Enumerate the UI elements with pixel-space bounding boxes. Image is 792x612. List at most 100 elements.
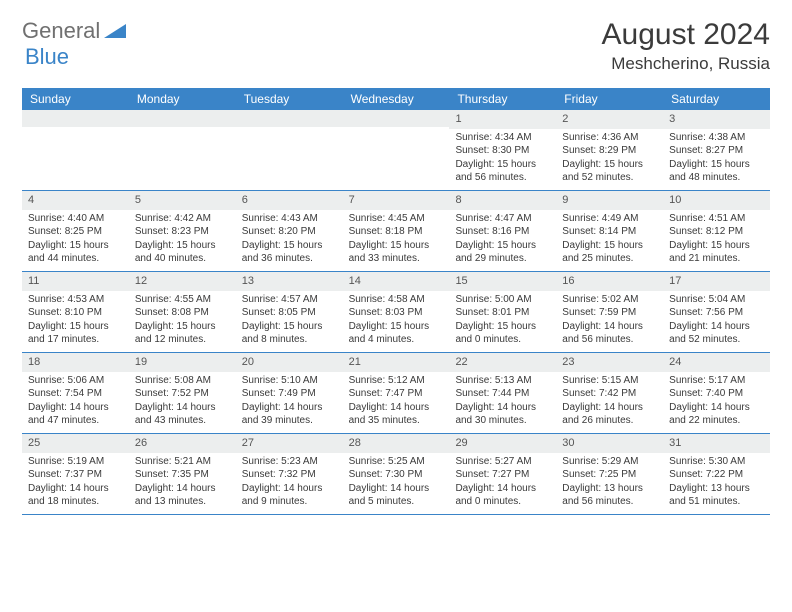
sunrise: Sunrise: 5:00 AM xyxy=(455,293,550,307)
day-number: 1 xyxy=(449,110,556,129)
day-body: Sunrise: 5:25 AMSunset: 7:30 PMDaylight:… xyxy=(343,453,450,513)
day-cell: 7Sunrise: 4:45 AMSunset: 8:18 PMDaylight… xyxy=(343,191,450,271)
sunrise: Sunrise: 4:47 AM xyxy=(455,212,550,226)
sunset: Sunset: 7:52 PM xyxy=(135,387,230,401)
day-number: 15 xyxy=(449,272,556,291)
day-cell: 21Sunrise: 5:12 AMSunset: 7:47 PMDayligh… xyxy=(343,353,450,433)
day-cell xyxy=(343,110,450,190)
day-cell: 25 Sunrise: 5:19 AMSunset: 7:37 PMDayligh… xyxy=(22,434,129,514)
day-cell xyxy=(129,110,236,190)
day-cell: 17Sunrise: 5:04 AMSunset: 7:56 PMDayligh… xyxy=(663,272,770,352)
day-body: Sunrise: 5:17 AMSunset: 7:40 PMDaylight:… xyxy=(663,372,770,432)
daylight: Daylight: 14 hours and 43 minutes. xyxy=(135,401,230,428)
day-body: Sunrise: 4:53 AMSunset: 8:10 PMDaylight:… xyxy=(22,291,129,351)
daylight: Daylight: 14 hours and 39 minutes. xyxy=(242,401,337,428)
day-cell: 31Sunrise: 5:30 AMSunset: 7:22 PMDayligh… xyxy=(663,434,770,514)
day-cell: 19Sunrise: 5:08 AMSunset: 7:52 PMDayligh… xyxy=(129,353,236,433)
sunset: Sunset: 7:49 PM xyxy=(242,387,337,401)
day-body: Sunrise: 4:34 AMSunset: 8:30 PMDaylight:… xyxy=(449,129,556,189)
day-body: Sunrise: 4:45 AMSunset: 8:18 PMDaylight:… xyxy=(343,210,450,270)
day-body: Sunrise: 5:10 AMSunset: 7:49 PMDaylight:… xyxy=(236,372,343,432)
day-body: Sunrise: 5:04 AMSunset: 7:56 PMDaylight:… xyxy=(663,291,770,351)
dow-thursday: Thursday xyxy=(449,88,556,110)
sunrise: Sunrise: 4:55 AM xyxy=(135,293,230,307)
day-cell: 5Sunrise: 4:42 AMSunset: 8:23 PMDaylight… xyxy=(129,191,236,271)
day-cell: 26Sunrise: 5:21 AMSunset: 7:35 PMDayligh… xyxy=(129,434,236,514)
day-number: 12 xyxy=(129,272,236,291)
sunrise: Sunrise: 5:02 AM xyxy=(562,293,657,307)
logo-blue-row: Blue xyxy=(25,44,69,70)
day-number: 13 xyxy=(236,272,343,291)
dow-tuesday: Tuesday xyxy=(236,88,343,110)
sunset: Sunset: 8:29 PM xyxy=(562,144,657,158)
sunrise: Sunrise: 4:42 AM xyxy=(135,212,230,226)
daylight: Daylight: 15 hours and 29 minutes. xyxy=(455,239,550,266)
day-cell: 13Sunrise: 4:57 AMSunset: 8:05 PMDayligh… xyxy=(236,272,343,352)
sunrise: Sunrise: 4:53 AM xyxy=(28,293,123,307)
day-cell: 10Sunrise: 4:51 AMSunset: 8:12 PMDayligh… xyxy=(663,191,770,271)
sunset: Sunset: 7:59 PM xyxy=(562,306,657,320)
sunrise: Sunrise: 5:30 AM xyxy=(669,455,764,469)
sunrise: Sunrise: 5:04 AM xyxy=(669,293,764,307)
week-row: 11Sunrise: 4:53 AMSunset: 8:10 PMDayligh… xyxy=(22,272,770,353)
daylight: Daylight: 14 hours and 0 minutes. xyxy=(455,482,550,509)
day-number: 5 xyxy=(129,191,236,210)
day-number: 31 xyxy=(663,434,770,453)
day-number xyxy=(129,110,236,127)
day-number: 10 xyxy=(663,191,770,210)
day-number: 11 xyxy=(22,272,129,291)
sunset: Sunset: 7:22 PM xyxy=(669,468,764,482)
daylight: Daylight: 14 hours and 26 minutes. xyxy=(562,401,657,428)
daylight: Daylight: 14 hours and 35 minutes. xyxy=(349,401,444,428)
day-of-week-header: Sunday Monday Tuesday Wednesday Thursday… xyxy=(22,88,770,110)
day-body: Sunrise: 4:36 AMSunset: 8:29 PMDaylight:… xyxy=(556,129,663,189)
daylight: Daylight: 15 hours and 0 minutes. xyxy=(455,320,550,347)
weeks-container: 1Sunrise: 4:34 AMSunset: 8:30 PMDaylight… xyxy=(22,110,770,515)
sunset: Sunset: 8:16 PM xyxy=(455,225,550,239)
day-number: 18 xyxy=(22,353,129,372)
day-body: Sunrise: 5:08 AMSunset: 7:52 PMDaylight:… xyxy=(129,372,236,432)
sunset: Sunset: 7:32 PM xyxy=(242,468,337,482)
dow-wednesday: Wednesday xyxy=(343,88,450,110)
daylight: Daylight: 15 hours and 40 minutes. xyxy=(135,239,230,266)
day-cell: 22Sunrise: 5:13 AMSunset: 7:44 PMDayligh… xyxy=(449,353,556,433)
day-cell: 8Sunrise: 4:47 AMSunset: 8:16 PMDaylight… xyxy=(449,191,556,271)
day-number: 30 xyxy=(556,434,663,453)
daylight: Daylight: 15 hours and 36 minutes. xyxy=(242,239,337,266)
sunrise: Sunrise: 4:58 AM xyxy=(349,293,444,307)
day-number: 7 xyxy=(343,191,450,210)
day-body: Sunrise: 4:42 AMSunset: 8:23 PMDaylight:… xyxy=(129,210,236,270)
day-number: 25 xyxy=(22,434,129,453)
day-number: 23 xyxy=(556,353,663,372)
sunrise: Sunrise: 5:19 AM xyxy=(28,455,123,469)
day-cell: 9Sunrise: 4:49 AMSunset: 8:14 PMDaylight… xyxy=(556,191,663,271)
day-cell: 1Sunrise: 4:34 AMSunset: 8:30 PMDaylight… xyxy=(449,110,556,190)
day-body: Sunrise: 5:12 AMSunset: 7:47 PMDaylight:… xyxy=(343,372,450,432)
day-body: Sunrise: 5:13 AMSunset: 7:44 PMDaylight:… xyxy=(449,372,556,432)
sunrise: Sunrise: 5:13 AM xyxy=(455,374,550,388)
daylight: Daylight: 14 hours and 18 minutes. xyxy=(28,482,123,509)
sunset: Sunset: 8:23 PM xyxy=(135,225,230,239)
sunset: Sunset: 7:54 PM xyxy=(28,387,123,401)
daylight: Daylight: 13 hours and 56 minutes. xyxy=(562,482,657,509)
day-number: 9 xyxy=(556,191,663,210)
logo: General xyxy=(22,18,126,44)
daylight: Daylight: 14 hours and 22 minutes. xyxy=(669,401,764,428)
sunrise: Sunrise: 4:45 AM xyxy=(349,212,444,226)
sunrise: Sunrise: 5:27 AM xyxy=(455,455,550,469)
sunset: Sunset: 7:42 PM xyxy=(562,387,657,401)
day-body: Sunrise: 5:02 AMSunset: 7:59 PMDaylight:… xyxy=(556,291,663,351)
day-cell: 2Sunrise: 4:36 AMSunset: 8:29 PMDaylight… xyxy=(556,110,663,190)
day-cell: 27Sunrise: 5:23 AMSunset: 7:32 PMDayligh… xyxy=(236,434,343,514)
sunset: Sunset: 7:44 PM xyxy=(455,387,550,401)
week-row: 25Sunrise: 5:19 AMSunset: 7:37 PMDayligh… xyxy=(22,434,770,515)
week-row: 4Sunrise: 4:40 AMSunset: 8:25 PMDaylight… xyxy=(22,191,770,272)
sunset: Sunset: 8:30 PM xyxy=(455,144,550,158)
daylight: Daylight: 15 hours and 44 minutes. xyxy=(28,239,123,266)
sunset: Sunset: 7:40 PM xyxy=(669,387,764,401)
day-cell xyxy=(22,110,129,190)
day-cell: 23Sunrise: 5:15 AMSunset: 7:42 PMDayligh… xyxy=(556,353,663,433)
logo-triangle-icon xyxy=(104,18,126,44)
sunset: Sunset: 7:37 PM xyxy=(28,468,123,482)
daylight: Daylight: 15 hours and 8 minutes. xyxy=(242,320,337,347)
